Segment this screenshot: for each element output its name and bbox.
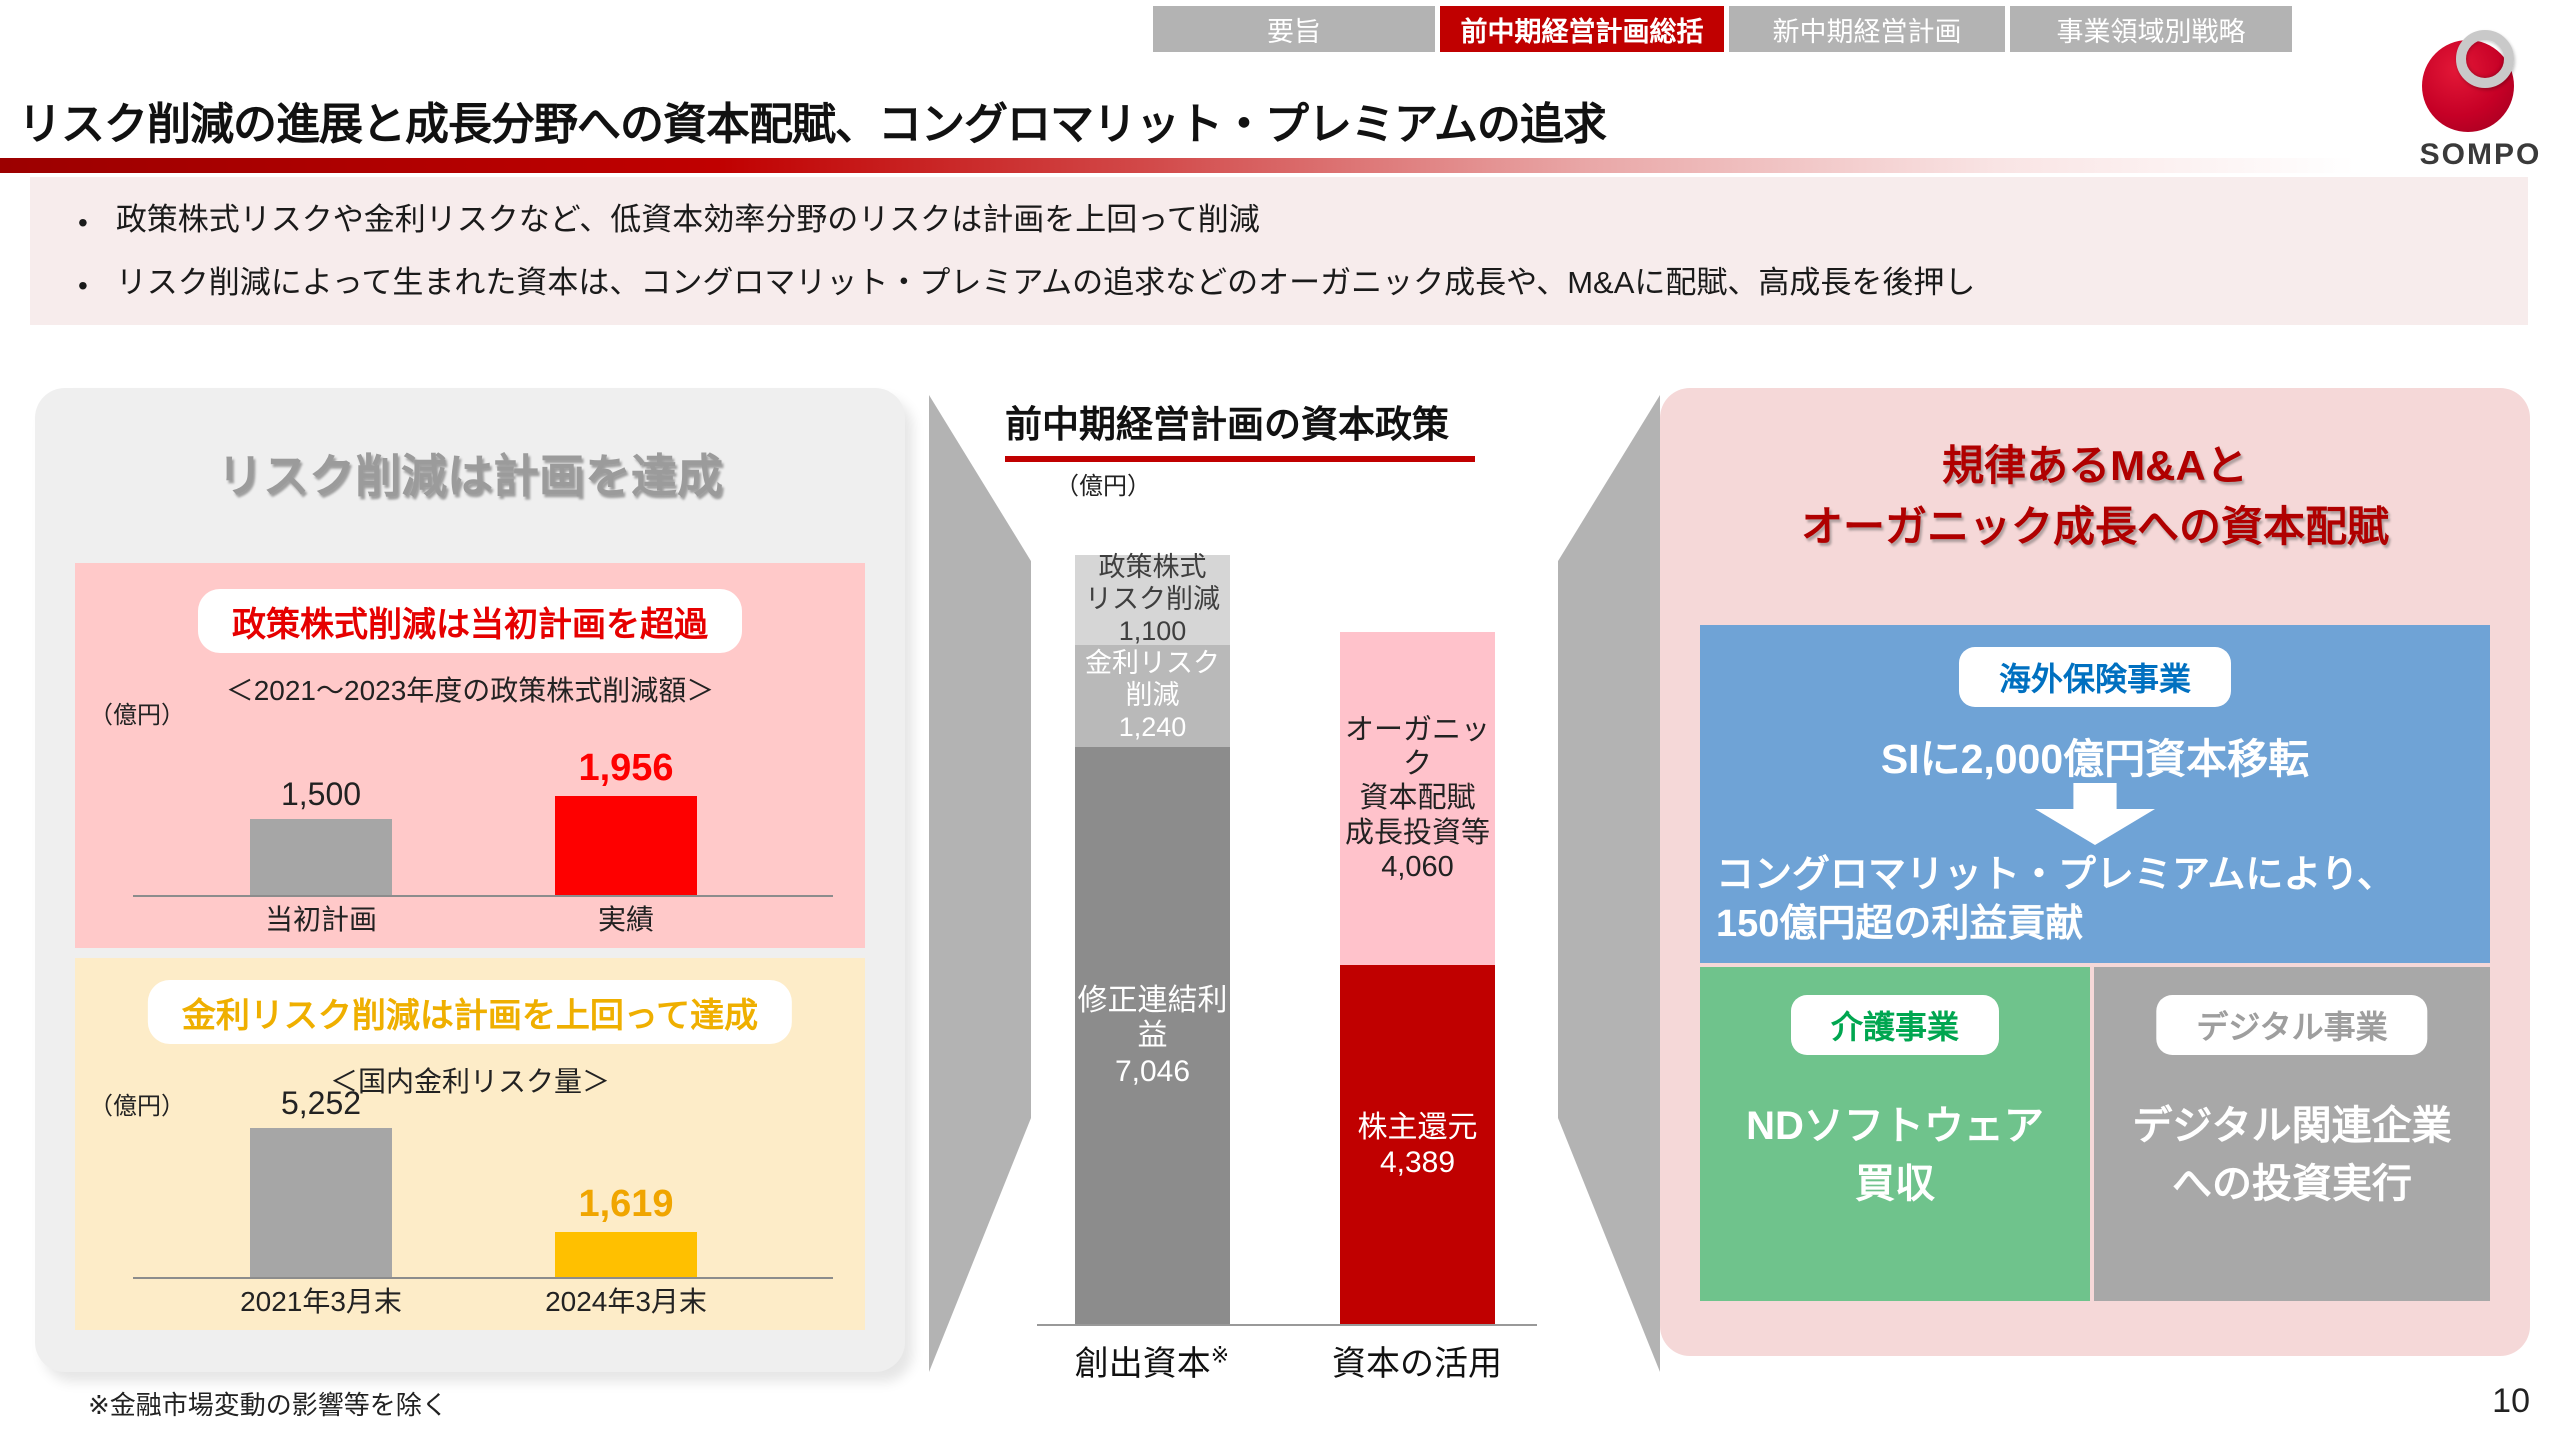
summary-bullet-1-text: 政策株式リスクや金利リスクなど、低資本効率分野のリスクは計画を上回って削減 [115,202,1260,237]
stock-actual-axis-label: 実績 [597,904,654,935]
overseas-capital-transfer-text: SIに2,000億円資本移転 [1880,736,2310,782]
tab-summary[interactable]: 要旨 [1153,6,1435,52]
capital-created-axis-label: 創出資本※ [1022,1336,1282,1385]
capital-utilization-column: オーガニック 資本配賦 成長投資等 4,060 株主還元 4,389 [1340,632,1495,1325]
page-number: 10 [2492,1382,2530,1420]
risk-reduction-heading: リスク削減は計画を達成 [217,450,723,502]
stock-bar-plan: 1,500 [250,776,392,896]
capital-allocation-heading: 規律あるM&Aと オーガニック成長への資本配賦 [1800,442,2389,550]
segment-organic-capital-allocation: オーガニック 資本配賦 成長投資等 4,060 [1340,632,1495,965]
stock-plan-bar [250,819,392,896]
summary-bullet-1: • 政策株式リスクや金利リスクなど、低資本効率分野のリスクは計画を上回って削減 [30,201,2528,238]
digital-business-box: デジタル事業 デジタル関連企業 への投資実行 [2094,967,2490,1301]
tab-business-domain-strategy[interactable]: 事業領域別戦略 [2010,6,2292,52]
nursing-care-text: NDソフトウェア 買収 [1746,1104,2044,1206]
capital-policy-title-underline [1005,456,1475,462]
right-funnel-shape [1558,395,1660,1372]
strategic-stock-title-pill: 政策株式削減は当初計画を超過 [198,589,742,653]
rate-2024-axis-label: 2024年3月末 [545,1286,707,1317]
overseas-profit-contribution-text: コングロマリット・プレミアムにより、 150億円超の利益貢献 [1716,854,2396,946]
sompo-logo: SOMPO [2408,28,2553,173]
capital-created-column: 政策株式 リスク削減 1,100 金利リスク 削減 1,240 修正連結利益 7… [1075,552,1230,1325]
logo-silver-ring-icon [2456,30,2514,88]
rate-2021-bar [250,1128,392,1278]
capital-policy-title: 前中期経営計画の資本政策 [1005,404,1449,445]
left-funnel-shape [929,395,1031,1372]
capital-policy-unit-label: （億円） [1055,473,1151,500]
rate-chart-axis-line [133,1277,833,1279]
tab-previous-midterm-plan-review[interactable]: 前中期経営計画総括 [1440,6,1724,52]
segment-strategic-stock-risk-reduction: 政策株式 リスク削減 1,100 [1075,552,1230,646]
bullet-dot-icon: • [78,207,88,238]
capital-utilization-axis-label: 資本の活用 [1332,1345,1502,1383]
risk-reduction-panel: リスク削減は計画を達成 政策株式削減は当初計画を超過 ＜2021～2023年度の… [35,388,905,1372]
rate-bar-2024: 1,619 [555,1183,697,1278]
capital-allocation-panel: 規律あるM&Aと オーガニック成長への資本配賦 海外保険事業 SIに2,000億… [1660,388,2530,1356]
segment-shareholder-return: 株主還元 4,389 [1340,965,1495,1325]
stock-bar-actual: 1,956 [555,747,697,896]
rate-2024-value: 1,619 [578,1183,674,1225]
logo-brand-text: SOMPO [2419,138,2542,171]
page-title: リスク削減の進展と成長分野への資本配賦、コングロマリット・プレミアムの追求 [18,100,1607,149]
capital-chart-axis-line [1037,1324,1537,1326]
digital-business-badge: デジタル事業 [2156,995,2428,1055]
rate-2024-bar [555,1232,697,1278]
nursing-care-badge: 介護事業 [1790,995,2000,1055]
rate-2021-axis-label: 2021年3月末 [240,1286,402,1317]
stock-actual-bar [555,796,697,896]
down-arrow-icon [2035,783,2155,845]
interest-rate-unit-label: （億円） [89,1093,185,1120]
summary-bullet-2-text: リスク削減によって生まれた資本は、コングロマリット・プレミアムの追求などのオーガ… [115,265,1976,301]
nursing-care-box: 介護事業 NDソフトウェア 買収 [1700,967,2090,1301]
capital-created-axis-text: 創出資本 [1074,1345,1211,1383]
summary-bullet-box: • 政策株式リスクや金利リスクなど、低資本効率分野のリスクは計画を上回って削減 … [30,177,2528,325]
strategic-stock-reduction-box: 政策株式削減は当初計画を超過 ＜2021～2023年度の政策株式削減額＞ （億円… [75,563,865,948]
capital-created-axis-note: ※ [1210,1342,1230,1368]
interest-rate-risk-box: 金利リスク削減は計画を上回って達成 ＜国内金利リスク量＞ （億円） 5,252 … [75,958,865,1330]
segment-interest-rate-risk-reduction: 金利リスク 削減 1,240 [1075,645,1230,747]
summary-bullet-2: • リスク削減によって生まれた資本は、コングロマリット・プレミアムの追求などのオ… [30,264,2528,301]
tab-new-midterm-plan[interactable]: 新中期経営計画 [1729,6,2005,52]
bullet-dot-icon: • [78,270,88,302]
segment-adjusted-consolidated-profit: 修正連結利益 7,046 [1075,747,1230,1325]
interest-rate-title-pill: 金利リスク削減は計画を上回って達成 [147,980,793,1044]
stock-plan-value: 1,500 [280,776,362,812]
strategic-stock-unit-label: （億円） [89,702,185,729]
footnote: ※金融市場変動の影響等を除く [88,1390,448,1420]
overseas-insurance-box: 海外保険事業 SIに2,000億円資本移転 コングロマリット・プレミアムにより、… [1700,625,2490,963]
stock-actual-value: 1,956 [578,747,674,789]
capital-policy-title-block: 前中期経営計画の資本政策 [1005,394,1475,462]
digital-business-text: デジタル関連企業 への投資実行 [2132,1104,2452,1206]
rate-bar-2021: 5,252 [250,1085,392,1278]
rate-2021-value: 5,252 [280,1085,362,1121]
overseas-insurance-badge: 海外保険事業 [1958,647,2232,707]
strategic-stock-subtitle: ＜2021～2023年度の政策株式削減額＞ [225,675,715,706]
section-tab-bar: 要旨 前中期経営計画総括 新中期経営計画 事業領域別戦略 [1153,6,2292,52]
title-accent-rule [0,158,2560,173]
interest-rate-subtitle: ＜国内金利リスク量＞ [329,1066,610,1097]
stock-chart-axis-line [133,895,833,897]
stock-plan-axis-label: 当初計画 [264,904,377,935]
